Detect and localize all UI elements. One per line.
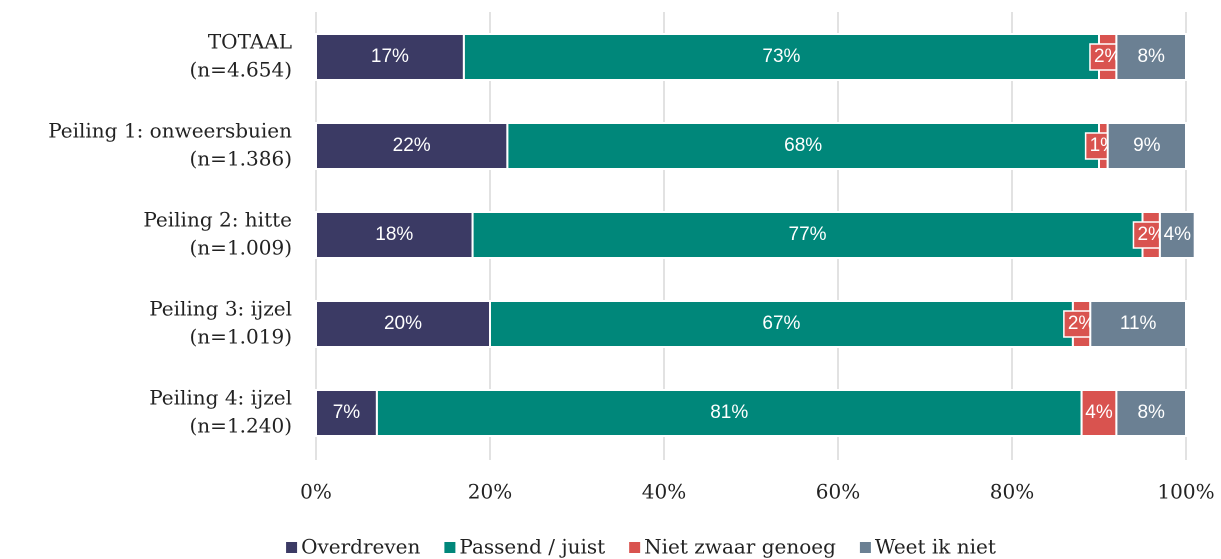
bar-segment	[1089, 300, 1188, 348]
y-tick-label: (n=1.240)	[190, 414, 293, 438]
legend-swatch	[286, 542, 298, 553]
bar-segment	[1115, 33, 1188, 81]
data-label: 68%	[784, 135, 822, 156]
data-label: 22%	[393, 135, 431, 156]
y-tick-label: (n=1.009)	[190, 236, 293, 260]
bar-segment	[315, 300, 491, 348]
x-tick-label: 80%	[990, 480, 1034, 504]
y-tick-label: Peiling 3: ijzel	[149, 297, 292, 321]
data-label: 4%	[1085, 402, 1113, 423]
data-label: 8%	[1137, 402, 1165, 423]
y-tick-label: Peiling 4: ijzel	[149, 386, 292, 410]
bar-segment	[489, 300, 1074, 348]
data-label: 4%	[1164, 224, 1192, 245]
x-tick-label: 40%	[642, 480, 686, 504]
data-label: 2%	[1094, 46, 1122, 67]
data-label: 20%	[384, 313, 422, 334]
data-label: 7%	[333, 402, 361, 423]
legend-label: Weet ik niet	[875, 535, 996, 559]
y-tick-label: (n=1.019)	[190, 325, 293, 349]
legend-swatch	[444, 542, 456, 553]
data-label: 2%	[1137, 224, 1165, 245]
data-label: 77%	[789, 224, 827, 245]
bar-segment	[1080, 389, 1118, 437]
x-tick-label: 20%	[468, 480, 512, 504]
data-label: 11%	[1120, 313, 1157, 334]
data-label: 9%	[1133, 135, 1161, 156]
data-label: 18%	[375, 224, 413, 245]
bar-segment	[506, 122, 1100, 170]
legend-label: Overdreven	[301, 535, 420, 559]
y-tick-label: TOTAAL	[208, 30, 292, 54]
data-label: 73%	[762, 46, 800, 67]
y-tick-label: (n=4.654)	[190, 58, 293, 82]
bar-segment	[315, 122, 509, 170]
legend-swatch	[629, 542, 641, 553]
data-label: 2%	[1068, 313, 1096, 334]
legend-label: Niet zwaar genoeg	[644, 535, 836, 559]
x-tick-label: 60%	[816, 480, 860, 504]
bar-segment	[315, 33, 465, 81]
y-tick-label: Peiling 1: onweersbuien	[48, 119, 292, 143]
legend-swatch	[859, 542, 871, 553]
data-label: 81%	[710, 402, 748, 423]
bar-segment	[1158, 211, 1196, 259]
bar-segment	[471, 211, 1144, 259]
bar-segment	[1115, 389, 1188, 437]
x-tick-label: 0%	[300, 480, 332, 504]
legend-label: Passend / juist	[459, 535, 605, 559]
y-tick-label: (n=1.386)	[190, 147, 293, 171]
bar-segment	[1106, 122, 1187, 170]
y-tick-label: Peiling 2: hitte	[143, 208, 292, 232]
data-label: 8%	[1137, 46, 1165, 67]
data-label: 17%	[371, 46, 409, 67]
data-label: 67%	[762, 313, 800, 334]
x-tick-label: 100%	[1157, 480, 1214, 504]
